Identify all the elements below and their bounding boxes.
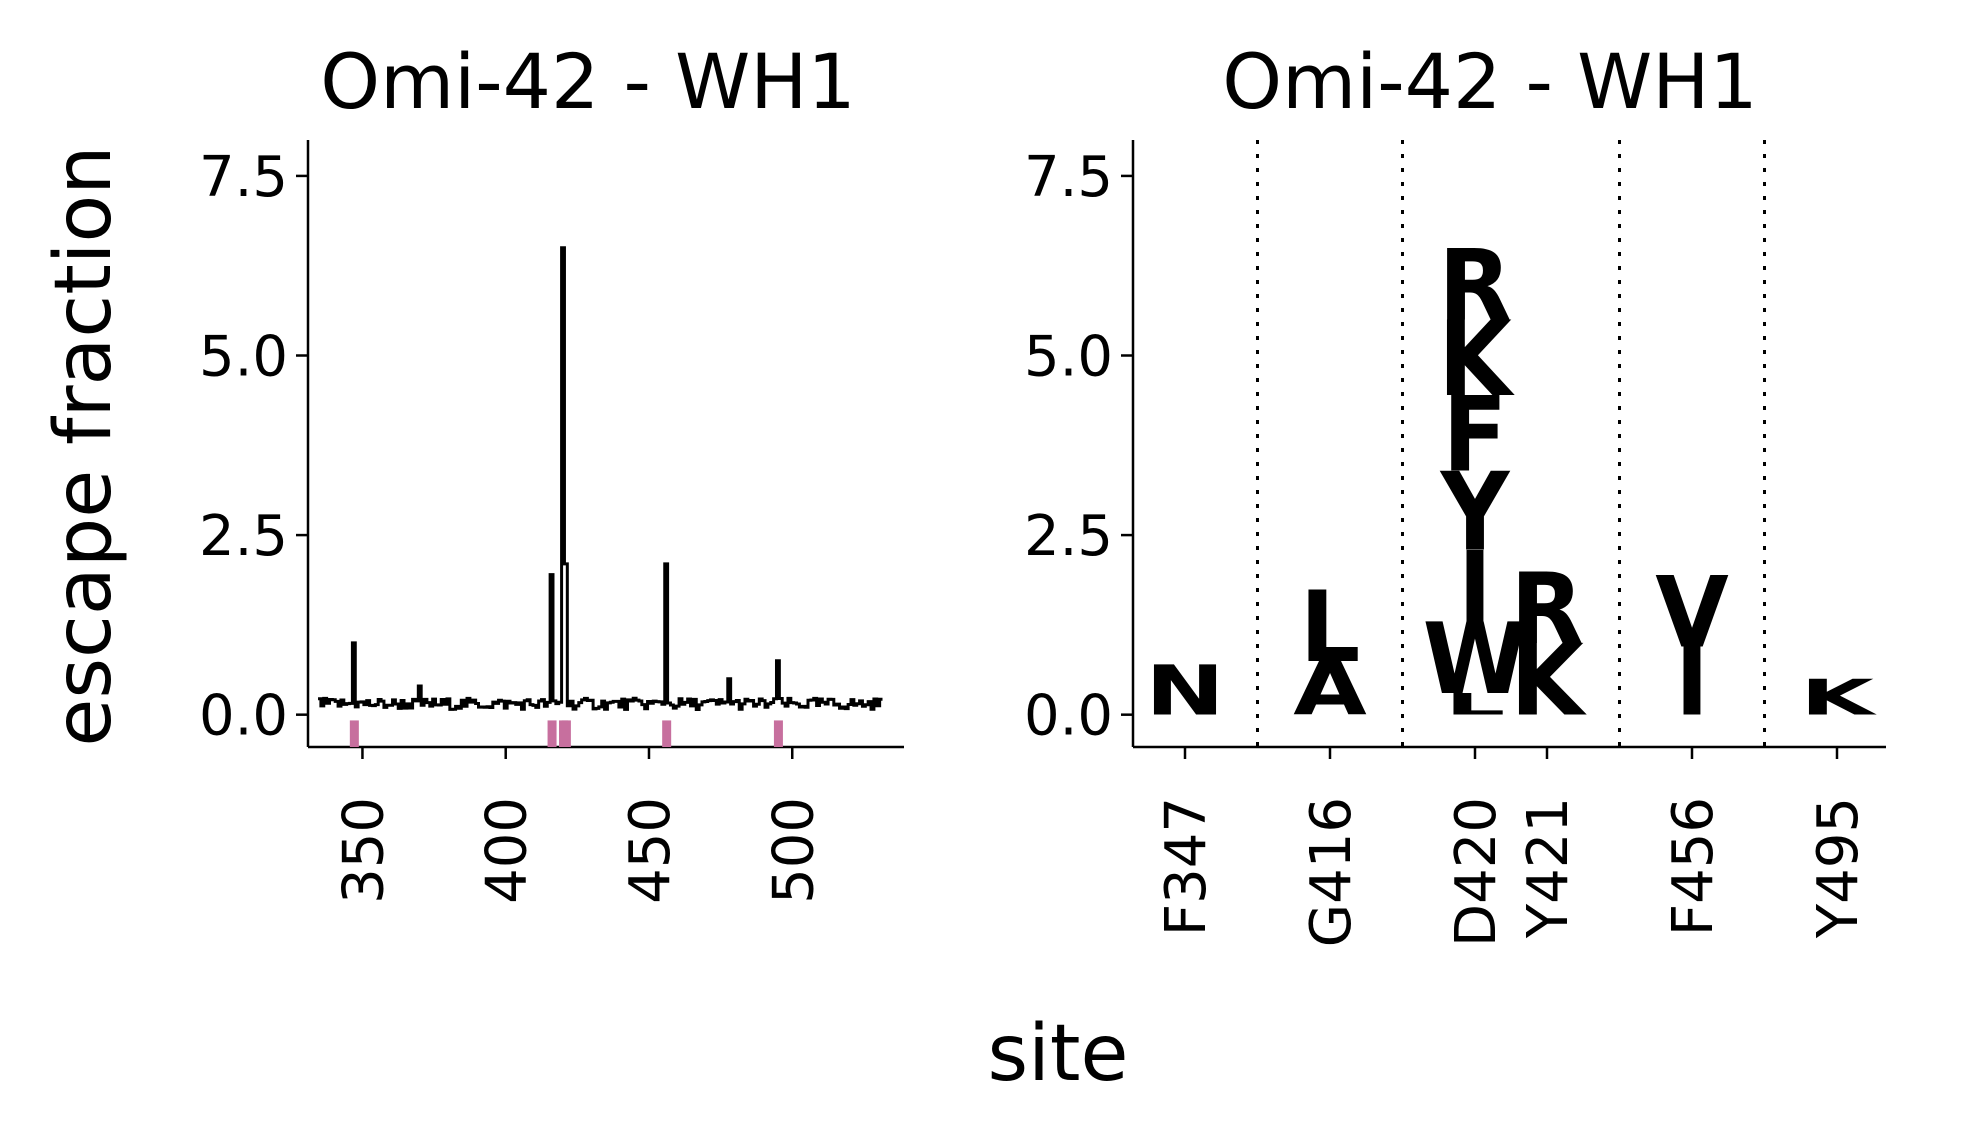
- panel2-ytick-label: 7.5: [1024, 145, 1113, 210]
- logo-letter: R: [1438, 228, 1511, 343]
- panel2-ytick-label: 2.5: [1024, 504, 1113, 569]
- panel1-highlight-marker: [561, 720, 571, 747]
- panel1-highlight-marker: [349, 720, 359, 747]
- panel1-ytick-label: 2.5: [199, 504, 288, 569]
- logo-letter: I: [1458, 530, 1491, 645]
- logo-letter: W: [1423, 602, 1528, 717]
- panel2-xtick-label: F347: [1154, 797, 1219, 936]
- logo-letter: F: [1443, 376, 1508, 496]
- logo-letter: A: [1293, 647, 1367, 733]
- logo-letter: Y: [1440, 450, 1511, 576]
- panel1-xtick-label: 350: [331, 797, 396, 904]
- logo-letter: K: [1800, 669, 1877, 726]
- panel2-xtick-label: D420: [1444, 797, 1509, 947]
- panel2-title: Omi-42 - WH1: [1222, 37, 1758, 126]
- panel1-highlight-marker: [662, 720, 672, 747]
- panel1-highlight-marker: [773, 720, 783, 747]
- panel1-xtick-label: 450: [618, 797, 683, 904]
- panel2-xtick-label: Y421: [1516, 797, 1581, 939]
- panel2-ytick-label: 0.0: [1024, 684, 1113, 749]
- panel1-xtick-label: 400: [475, 797, 540, 904]
- logo-letter: V: [1655, 555, 1729, 670]
- panel2-xtick-label: F456: [1661, 797, 1726, 936]
- logo-letter: L: [1300, 569, 1361, 684]
- panel1-series-line: [318, 246, 883, 712]
- panel1-ytick-label: 5.0: [199, 325, 288, 390]
- panel2-xtick-label: G416: [1299, 797, 1364, 947]
- figure-xlabel: site: [988, 1009, 1129, 1099]
- site-line-panel: Omi-42 - WH1 0.0 2.5 5.0 7.5 350 400 450 500: [199, 37, 904, 904]
- panel1-title: Omi-42 - WH1: [320, 37, 856, 126]
- logo-letter: K: [1510, 623, 1587, 738]
- figure-ylabel: escape fraction: [39, 145, 129, 746]
- panel1-ytick-label: 0.0: [199, 684, 288, 749]
- panel2-xtick-label: Y495: [1806, 797, 1871, 939]
- panel2-ytick-label: 5.0: [1024, 325, 1113, 390]
- logo-letter: R: [1510, 551, 1583, 666]
- panel1-highlight-marker: [547, 720, 557, 747]
- logo-letter: I: [1675, 628, 1708, 737]
- logo-letter: K: [1438, 300, 1515, 420]
- panel1-xtick-label: 500: [761, 797, 826, 904]
- logo-letter: L: [1445, 687, 1506, 721]
- panel1-ytick-label: 7.5: [199, 145, 288, 210]
- logo-letter: N: [1145, 651, 1225, 732]
- logo-panel: Omi-42 - WH1 0.02.55.07.5F347NG416ALD420…: [1024, 37, 1886, 947]
